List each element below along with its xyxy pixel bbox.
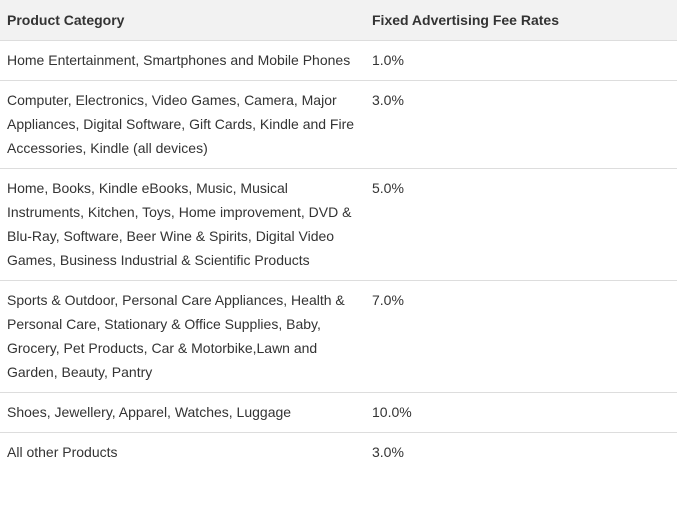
- category-cell: All other Products: [7, 444, 118, 460]
- table-row: Sports & Outdoor, Personal Care Applianc…: [0, 280, 677, 393]
- rate-cell: 1.0%: [364, 40, 677, 81]
- table-row: Computer, Electronics, Video Games, Came…: [0, 80, 677, 169]
- rate-cell: 3.0%: [364, 80, 677, 169]
- category-cell: Home Entertainment, Smartphones and Mobi…: [0, 40, 364, 81]
- table-row: Home, Books, Kindle eBooks, Music, Music…: [0, 168, 677, 281]
- rate-cell: 7.0%: [364, 280, 677, 393]
- category-cell: Home, Books, Kindle eBooks, Music, Music…: [0, 168, 364, 281]
- table-row: All other Products 3.0%: [0, 433, 677, 473]
- advertising-fee-table: Product Category Fixed Advertising Fee R…: [0, 0, 677, 473]
- table-header-row: Product Category Fixed Advertising Fee R…: [0, 0, 677, 41]
- column-header-product-category: Product Category: [0, 0, 364, 41]
- category-cell: Shoes, Jewellery, Apparel, Watches, Lugg…: [0, 392, 364, 433]
- table-row: Shoes, Jewellery, Apparel, Watches, Lugg…: [0, 392, 677, 433]
- rate-cell: 3.0%: [372, 444, 404, 460]
- rate-cell: 10.0%: [364, 392, 677, 433]
- category-cell: Sports & Outdoor, Personal Care Applianc…: [0, 280, 364, 393]
- table-body: Home Entertainment, Smartphones and Mobi…: [0, 40, 677, 473]
- column-header-fee-rates: Fixed Advertising Fee Rates: [364, 0, 677, 41]
- table-header: Product Category Fixed Advertising Fee R…: [0, 0, 677, 41]
- table-row: Home Entertainment, Smartphones and Mobi…: [0, 40, 677, 81]
- category-cell: Computer, Electronics, Video Games, Came…: [0, 80, 364, 169]
- rate-cell: 5.0%: [364, 168, 677, 281]
